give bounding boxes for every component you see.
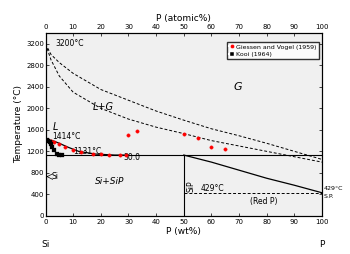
X-axis label: P (wt%): P (wt%) bbox=[166, 227, 201, 236]
Text: (Red P): (Red P) bbox=[250, 197, 278, 207]
Text: L: L bbox=[52, 122, 58, 132]
Text: S.P.: S.P. bbox=[323, 194, 334, 199]
Text: 429°C: 429°C bbox=[323, 186, 343, 191]
Text: 429°C: 429°C bbox=[200, 184, 224, 193]
Text: 3200°C: 3200°C bbox=[55, 39, 84, 48]
Text: G: G bbox=[233, 82, 242, 92]
Text: Si+SiP: Si+SiP bbox=[95, 177, 125, 186]
Text: SiP: SiP bbox=[187, 180, 196, 192]
Legend: Giessen and Vogel (1959), Kooi (1964): Giessen and Vogel (1959), Kooi (1964) bbox=[226, 42, 319, 59]
Y-axis label: Temperature (°C): Temperature (°C) bbox=[14, 85, 23, 164]
Text: P: P bbox=[319, 240, 325, 249]
Text: Si: Si bbox=[41, 240, 50, 249]
Text: L+G: L+G bbox=[92, 102, 113, 112]
Text: 1414°C: 1414°C bbox=[52, 132, 81, 141]
Text: Si: Si bbox=[51, 172, 58, 181]
Text: 1131°C: 1131°C bbox=[73, 147, 101, 156]
Text: 30.0: 30.0 bbox=[123, 153, 140, 162]
X-axis label: P (atomic%): P (atomic%) bbox=[156, 14, 211, 23]
